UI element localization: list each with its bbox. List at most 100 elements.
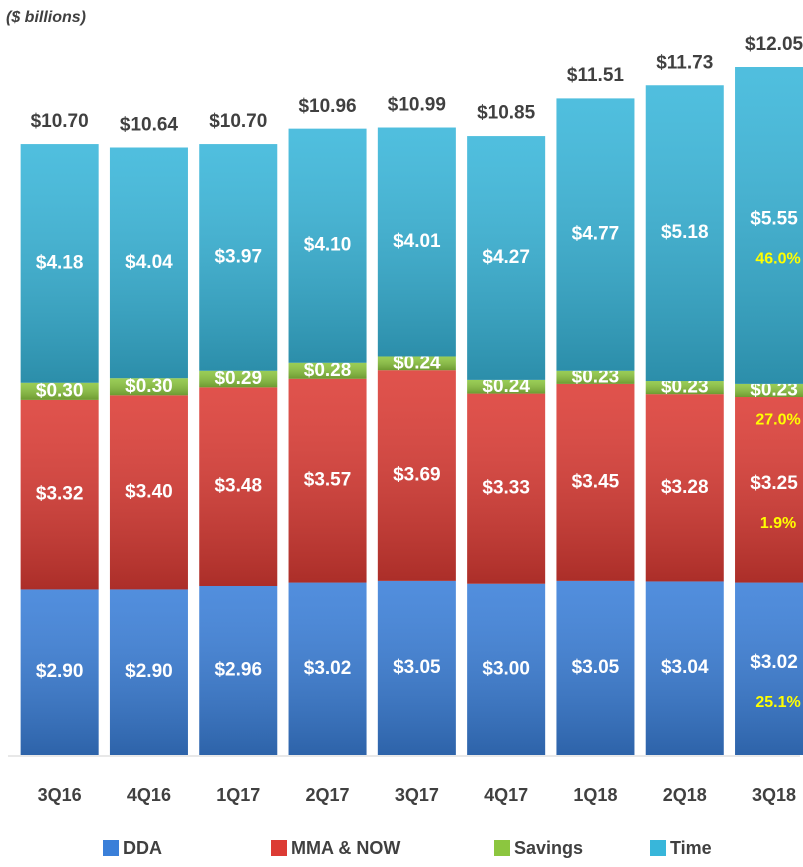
bar-shade	[556, 370, 635, 384]
value-label: $5.55	[750, 208, 798, 229]
bar-shade	[645, 381, 724, 395]
value-label: $5.18	[661, 222, 709, 243]
bar-shade	[288, 362, 367, 379]
bar-shade	[467, 136, 546, 380]
bar-shade	[735, 582, 803, 755]
value-label: $3.69	[393, 465, 441, 486]
value-label: $3.04	[661, 657, 709, 678]
value-label: $0.23	[572, 366, 620, 387]
value-label: $3.33	[482, 478, 530, 499]
bar-shade	[288, 378, 367, 583]
value-label: $3.28	[661, 477, 709, 498]
value-label: $0.23	[750, 379, 798, 400]
value-label: $4.77	[572, 224, 620, 245]
bar-shade	[377, 127, 456, 357]
bar-shade	[377, 356, 456, 371]
bar-shade	[735, 67, 803, 384]
value-label: $0.30	[125, 376, 173, 397]
total-label: $10.96	[298, 96, 356, 117]
legend-swatch	[103, 840, 119, 856]
bar-shade	[20, 589, 99, 755]
legend-swatch	[271, 840, 287, 856]
value-label: $0.24	[482, 376, 530, 397]
bar-shade	[20, 399, 99, 590]
bar-shade	[735, 383, 803, 398]
value-label: $0.24	[393, 352, 441, 373]
bar-shade	[109, 147, 188, 379]
x-tick-label: 4Q17	[484, 785, 528, 805]
total-label: $10.70	[209, 111, 267, 132]
value-label: $0.23	[661, 377, 709, 398]
bar-shade	[467, 583, 546, 755]
value-label: $2.90	[125, 661, 173, 682]
bar-shade	[377, 580, 456, 755]
share-label: 27.0%	[755, 412, 800, 429]
bar-shade	[645, 394, 724, 582]
x-tick-label: 3Q17	[395, 785, 439, 805]
bar-shade	[199, 585, 278, 755]
x-tick-label: 2Q17	[306, 785, 350, 805]
bar-shade	[20, 144, 99, 383]
value-label: $3.57	[304, 470, 352, 491]
bar-shade	[199, 387, 278, 586]
bar-shade	[377, 370, 456, 581]
legend-label: DDA	[123, 838, 162, 858]
value-label: $3.05	[393, 657, 441, 678]
value-label: $4.27	[482, 247, 530, 268]
bar-shade	[645, 85, 724, 382]
value-label: $3.40	[125, 481, 173, 502]
legend-label: Time	[670, 838, 712, 858]
bar-shade	[199, 144, 278, 371]
value-label: $4.10	[304, 235, 352, 256]
value-label: $3.48	[214, 476, 262, 497]
value-label: $0.29	[214, 368, 262, 389]
value-label: $4.18	[36, 252, 84, 273]
bar-shade	[735, 397, 803, 583]
value-label: $3.05	[572, 657, 620, 678]
total-label: $10.99	[388, 95, 446, 116]
total-label: $10.70	[31, 111, 89, 132]
value-label: $3.02	[750, 652, 798, 673]
x-tick-label: 1Q17	[216, 785, 260, 805]
total-label: $11.51	[567, 65, 624, 86]
bar-shade	[556, 98, 635, 371]
total-label: $10.85	[477, 103, 536, 124]
x-tick-label: 4Q16	[127, 785, 171, 805]
value-label: $3.97	[214, 246, 262, 267]
total-label: $10.64	[120, 115, 179, 136]
legend-swatch	[650, 840, 666, 856]
x-tick-label: 2Q18	[663, 785, 707, 805]
x-tick-label: 3Q16	[38, 785, 82, 805]
bar-shade	[109, 395, 188, 590]
legend-label: Savings	[514, 838, 583, 858]
value-label: $0.30	[36, 380, 84, 401]
bar-shade	[556, 383, 635, 581]
bar-shade	[199, 370, 278, 388]
value-label: $3.32	[36, 484, 84, 505]
value-label: $4.04	[125, 252, 173, 273]
value-label: $3.25	[750, 473, 798, 494]
bar-shade	[556, 580, 635, 755]
value-label: $0.28	[304, 360, 352, 381]
bar-shade	[288, 128, 367, 363]
value-label: $2.96	[214, 660, 262, 681]
total-label: $12.05	[745, 34, 803, 55]
x-tick-label: 1Q18	[573, 785, 617, 805]
share-label: 46.0%	[755, 251, 800, 268]
total-label: $11.73	[656, 52, 713, 73]
legend-swatch	[494, 840, 510, 856]
legend-label: MMA & NOW	[291, 838, 400, 858]
chart-subtitle: ($ billions)	[6, 9, 86, 26]
bar-shade	[288, 582, 367, 755]
bar-shade	[467, 393, 546, 584]
bar-shade	[109, 589, 188, 755]
value-label: $3.02	[304, 658, 352, 679]
share-label: 25.1%	[755, 694, 800, 711]
value-label: $3.45	[572, 471, 620, 492]
share-label: 1.9%	[760, 515, 796, 532]
bar-shade	[20, 382, 99, 400]
value-label: $2.90	[36, 661, 84, 682]
bar-shade	[467, 379, 546, 394]
